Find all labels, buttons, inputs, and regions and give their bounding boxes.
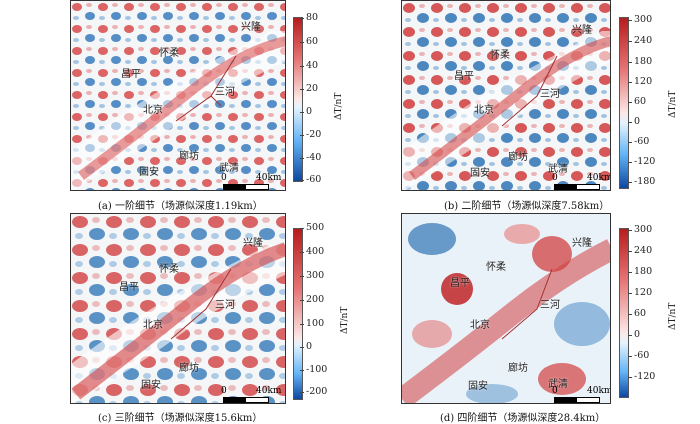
place-beijing: 北京 <box>474 105 494 116</box>
unit-label-d: ΔT/nT <box>668 302 678 330</box>
colorbar-c-tick: 200 <box>299 294 325 305</box>
scale-zero-label: 0 <box>221 173 227 183</box>
map-texture-a <box>71 1 285 190</box>
place-xinglong: 兴隆 <box>243 238 263 249</box>
place-langfang: 廊坊 <box>508 363 528 374</box>
colorbar-c-tick: 100 <box>299 318 325 329</box>
scale-bar <box>554 184 600 190</box>
place-sanhe: 三河 <box>540 89 560 100</box>
colorbar-d-tick: -60 <box>627 350 650 361</box>
colorbar-c-tick: -200 <box>299 386 328 397</box>
caption-b: (b) 二阶细节（场源似深度7.58km） <box>444 201 610 212</box>
colorbar-b-tick: 240 <box>627 35 653 46</box>
colorbar-b-tick: -60 <box>627 136 650 147</box>
place-huairou: 怀柔 <box>159 264 179 275</box>
place-sanhe: 三河 <box>540 300 560 311</box>
map-texture-b <box>402 1 610 190</box>
colorbar-d <box>619 228 629 398</box>
place-huairou: 怀柔 <box>490 50 510 61</box>
colorbar-d-tick: 0 <box>627 329 641 340</box>
place-changping: 昌平 <box>119 282 139 293</box>
place-changping: 昌平 <box>450 278 470 289</box>
scale-label: 40km <box>587 173 611 183</box>
anomaly-map-b: 兴隆 怀柔 昌平 三河 北京 廊坊 固安 武清 0 40km <box>401 0 611 191</box>
place-langfang: 廊坊 <box>179 151 199 162</box>
scale-bar <box>554 397 600 403</box>
colorbar-c-tick: 300 <box>299 270 325 281</box>
place-langfang: 廊坊 <box>179 363 199 374</box>
colorbar-a-tick: 80 <box>299 12 319 23</box>
colorbar-d-tick: 120 <box>627 287 653 298</box>
colorbar-a-tick: -20 <box>299 129 322 140</box>
place-wuqing: 武清 <box>548 164 568 175</box>
scale-bar <box>223 397 269 403</box>
colorbar-b-tick: 180 <box>627 56 653 67</box>
place-changping: 昌平 <box>121 69 141 80</box>
colorbar-d-tick: -120 <box>627 371 656 382</box>
scale-zero-label: 0 <box>221 386 227 396</box>
colorbar-a-tick: -60 <box>299 174 322 185</box>
colorbar-a-tick: 0 <box>299 106 313 117</box>
colorbar-c-tick: -100 <box>299 364 328 375</box>
caption-a: (a) 一阶细节（场源似深度1.19km） <box>98 201 263 212</box>
colorbar-b <box>619 17 629 189</box>
place-xinglong: 兴隆 <box>572 25 592 36</box>
colorbar-a-tick: 60 <box>299 36 319 47</box>
colorbar-a-tick: -40 <box>299 152 322 163</box>
place-huairou: 怀柔 <box>486 262 506 273</box>
place-guan: 固安 <box>141 380 161 391</box>
colorbar-b-tick: -180 <box>627 176 656 187</box>
colorbar-d-tick: 180 <box>627 266 653 277</box>
anomaly-map-d: 兴隆 怀柔 昌平 三河 北京 廊坊 固安 武清 0 40km <box>401 213 611 404</box>
place-xinglong: 兴隆 <box>241 22 261 33</box>
place-sanhe: 三河 <box>215 300 235 311</box>
place-changping: 昌平 <box>454 71 474 82</box>
colorbar-b-tick: 0 <box>627 116 641 127</box>
colorbar-a-tick: 40 <box>299 60 319 71</box>
scale-label: 40km <box>256 173 282 183</box>
scale-bar <box>223 184 269 190</box>
place-wuqing: 武清 <box>219 163 239 174</box>
colorbar-b-tick: 300 <box>627 14 653 25</box>
place-guan: 固安 <box>470 168 490 179</box>
place-xinglong: 兴隆 <box>572 238 592 249</box>
place-beijing: 北京 <box>143 320 163 331</box>
colorbar-b-tick: 120 <box>627 76 653 87</box>
colorbar-c <box>293 228 303 400</box>
colorbar-b-tick: 60 <box>627 96 647 107</box>
colorbar-d-tick: 300 <box>627 224 653 235</box>
caption-c: (c) 三阶细节（场源似深度15.6km） <box>98 413 263 424</box>
scale-label: 40km <box>587 386 611 396</box>
anomaly-map-a: 兴隆 怀柔 昌平 三河 北京 廊坊 固安 武清 0 40km <box>70 0 286 191</box>
place-guan: 固安 <box>139 167 159 178</box>
place-sanhe: 三河 <box>215 87 235 98</box>
unit-label-c: ΔT/nT <box>340 306 350 334</box>
colorbar-d-tick: 240 <box>627 245 653 256</box>
map-texture-d <box>402 214 610 403</box>
colorbar-c-tick: 500 <box>299 222 325 233</box>
colorbar-b-tick: -120 <box>627 156 656 167</box>
place-guan: 固安 <box>468 381 488 392</box>
place-beijing: 北京 <box>143 105 163 116</box>
place-wuqing: 武清 <box>548 379 568 390</box>
colorbar-c-tick: 0 <box>299 341 313 352</box>
scale-zero-label: 0 <box>552 173 558 183</box>
colorbar-a-tick: 20 <box>299 83 319 94</box>
anomaly-map-c: 兴隆 怀柔 昌平 三河 北京 廊坊 固安 0 40km <box>70 213 286 404</box>
scale-label: 40km <box>256 386 282 396</box>
place-langfang: 廊坊 <box>508 152 528 163</box>
colorbar-c-tick: 400 <box>299 246 325 257</box>
place-beijing: 北京 <box>470 320 490 331</box>
colorbar-d-tick: 60 <box>627 308 647 319</box>
colorbar-a <box>293 17 303 182</box>
place-huairou: 怀柔 <box>159 48 179 59</box>
unit-label-a: ΔT/nT <box>334 92 344 120</box>
unit-label-b: ΔT/nT <box>668 90 678 118</box>
scale-zero-label: 0 <box>552 386 558 396</box>
caption-d: (d) 四阶细节（场源似深度28.4km） <box>440 413 606 424</box>
map-texture-c <box>71 214 285 403</box>
